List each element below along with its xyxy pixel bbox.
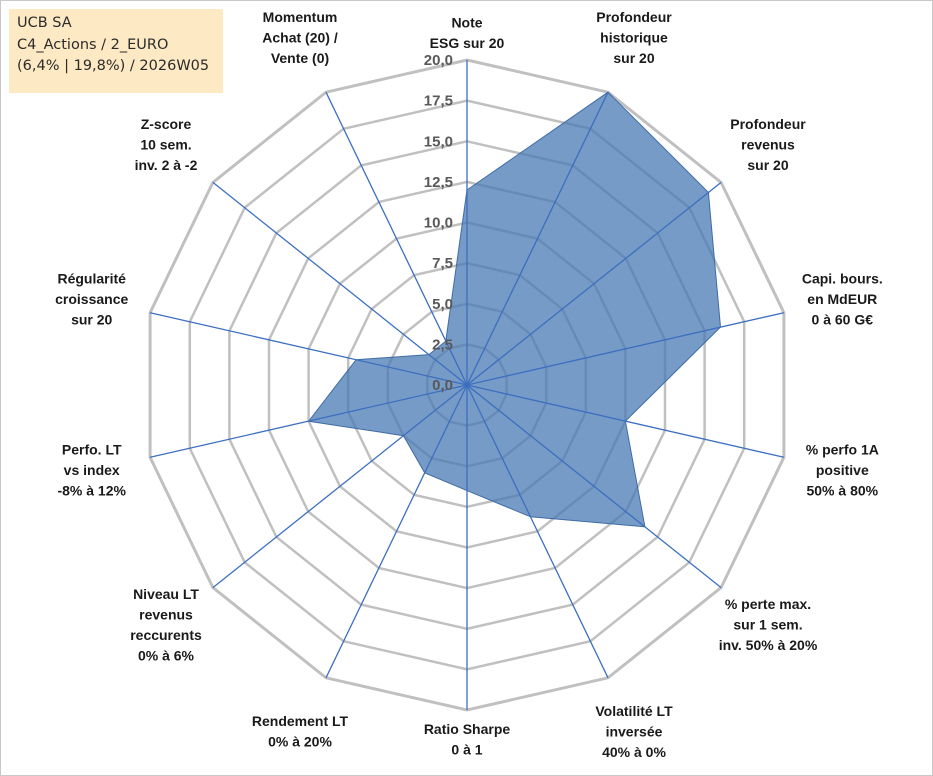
axis-label-line: Niveau LT <box>133 586 199 602</box>
axis-labels: Note ESG sur 20 Profondeur historique sur 20… <box>55 9 883 760</box>
axis-label: Profondeur historique sur 20 <box>596 9 672 66</box>
axis-label-line: sur 1 sem. <box>733 617 802 633</box>
tick-label: 12,5 <box>424 174 453 191</box>
performance-period: (6,4% | 19,8%) / 2026W05 <box>17 58 210 74</box>
axis-label: Profondeur revenus sur 20 <box>730 116 806 173</box>
tick-label: 0,0 <box>432 377 453 394</box>
axis-lines <box>149 60 785 710</box>
axis-label-line: Régularité <box>57 270 126 286</box>
axis-label-line: Profondeur <box>596 9 672 25</box>
axis-spoke <box>212 181 468 386</box>
axis-label-line: en MdEUR <box>807 291 877 307</box>
axis-label-line: ESG sur 20 <box>430 35 505 51</box>
company-name: UCB SA <box>17 15 72 31</box>
axis-label-line: revenus <box>741 137 795 153</box>
axis-label-line: 0 à 60 G€ <box>812 311 874 327</box>
tick-labels: 0,0 2,5 5,0 7,5 10,0 12,5 15,0 17,5 20,0 <box>424 52 453 394</box>
tick-label: 17,5 <box>424 93 453 110</box>
axis-label-line: Vente (0) <box>271 50 329 66</box>
axis-label: % perfo 1A positive 50% à 80% <box>806 442 879 499</box>
axis-label: % perte max. sur 1 sem. inv. 50% à 20% <box>719 596 818 653</box>
axis-label-line: reccurents <box>130 627 202 643</box>
axis-label-line: 0% à 6% <box>138 647 195 663</box>
axis-spoke <box>325 91 468 386</box>
axis-label: Volatilité LT inversée 40% à 0% <box>595 703 673 760</box>
axis-label-line: sur 20 <box>71 311 112 327</box>
axis-spoke <box>466 384 609 679</box>
axis-spoke <box>149 312 468 386</box>
axis-label-line: -8% à 12% <box>57 483 126 499</box>
axis-spoke <box>212 384 468 589</box>
axis-label-line: Profondeur <box>730 116 806 132</box>
axis-label: Z-score 10 sem. inv. 2 à -2 <box>135 116 198 173</box>
axis-label-line: % perfo 1A <box>806 442 879 458</box>
axis-label: Momentum Achat (20) / Vente (0) <box>262 9 338 66</box>
axis-label: Note ESG sur 20 <box>430 14 505 51</box>
axis-label-line: Achat (20) / <box>262 30 338 46</box>
axis-label-line: vs index <box>64 462 120 478</box>
axis-label-line: % perte max. <box>725 596 811 612</box>
axis-label-line: historique <box>600 30 668 46</box>
axis-label-line: sur 20 <box>613 50 654 66</box>
axis-label-line: Note <box>451 14 482 30</box>
tick-label: 2,5 <box>432 336 453 353</box>
axis-label-line: inv. 50% à 20% <box>719 637 818 653</box>
tick-label: 10,0 <box>424 215 453 232</box>
axis-label-line: Rendement LT <box>252 713 349 729</box>
axis-spoke <box>149 384 468 458</box>
axis-spoke <box>466 312 785 386</box>
axis-label-line: positive <box>816 462 869 478</box>
axis-label-line: inversée <box>606 723 663 739</box>
axis-label-line: 40% à 0% <box>602 744 666 760</box>
axis-spoke <box>466 181 722 386</box>
axis-label-line: revenus <box>139 606 193 622</box>
tick-label: 5,0 <box>432 296 453 313</box>
axis-label-line: inv. 2 à -2 <box>135 157 198 173</box>
axis-label-line: 10 sem. <box>140 137 191 153</box>
axis-label-line: Momentum <box>263 9 338 25</box>
axis-label: Régularité croissance sur 20 <box>55 270 128 327</box>
axis-spoke <box>466 91 609 386</box>
axis-spoke <box>325 384 468 679</box>
tick-label: 15,0 <box>424 133 453 150</box>
axis-label-line: 50% à 80% <box>806 483 878 499</box>
axis-spoke <box>466 384 785 458</box>
axis-label-line: Volatilité LT <box>595 703 673 719</box>
axis-label-line: Z-score <box>141 116 192 132</box>
axis-spoke <box>466 384 722 589</box>
axis-label-line: sur 20 <box>747 157 788 173</box>
axis-label: Niveau LT revenus reccurents 0% à 6% <box>130 586 202 664</box>
axis-label-line: Ratio Sharpe <box>424 721 511 737</box>
info-box: UCB SA C4_Actions / 2_EURO (6,4% | 19,8%… <box>9 9 223 93</box>
tick-label: 7,5 <box>432 255 453 272</box>
axis-label-line: croissance <box>55 291 128 307</box>
axis-label: Ratio Sharpe 0 à 1 <box>424 721 511 758</box>
axis-label: Capi. bours. en MdEUR 0 à 60 G€ <box>802 270 883 327</box>
tick-label: 20,0 <box>424 52 453 69</box>
portfolio-category: C4_Actions / 2_EURO <box>17 36 169 53</box>
axis-label-line: 0 à 1 <box>451 742 482 758</box>
axis-label-line: Perfo. LT <box>62 442 122 458</box>
axis-label: Rendement LT 0% à 20% <box>252 713 349 750</box>
axis-label-line: Capi. bours. <box>802 270 883 286</box>
axis-label: Perfo. LT vs index -8% à 12% <box>57 442 126 499</box>
axis-label-line: 0% à 20% <box>268 734 332 750</box>
